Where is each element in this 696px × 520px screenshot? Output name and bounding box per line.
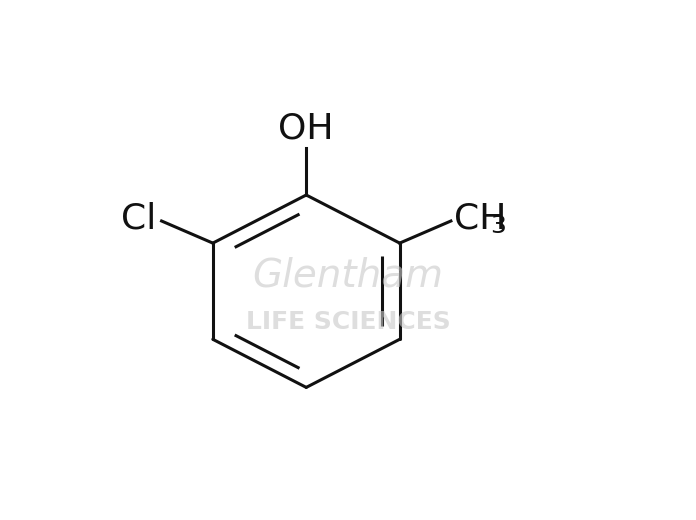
Text: OH: OH — [278, 112, 334, 146]
Text: LIFE SCIENCES: LIFE SCIENCES — [246, 310, 450, 334]
Text: Glentham: Glentham — [253, 256, 443, 295]
Text: CH: CH — [454, 202, 507, 236]
Text: 3: 3 — [490, 214, 506, 238]
Text: Cl: Cl — [121, 201, 156, 236]
